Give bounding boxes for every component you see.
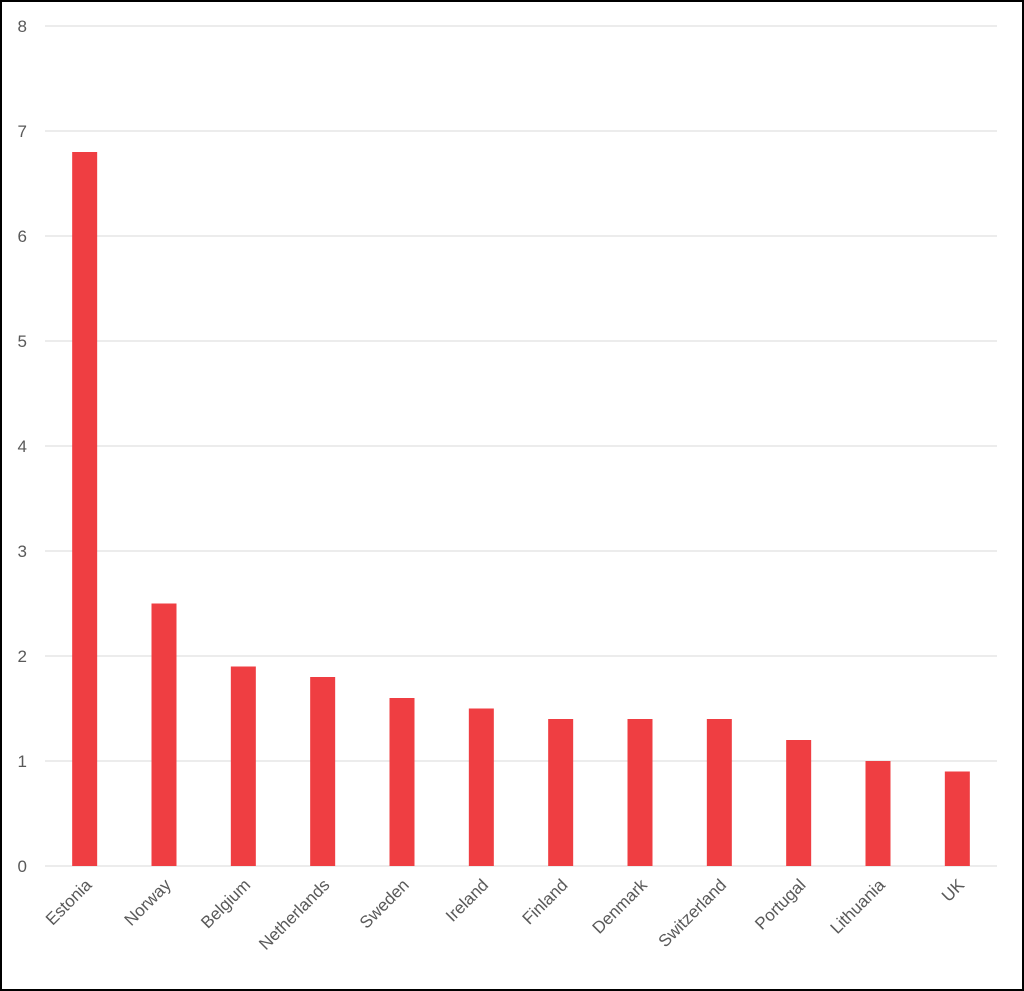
x-tick-label: Portugal: [751, 875, 809, 933]
y-tick-label: 3: [18, 542, 27, 561]
bar-finland: [548, 719, 574, 866]
bar-ireland: [468, 708, 494, 866]
y-tick-label: 7: [18, 122, 27, 141]
x-tick-label: Estonia: [42, 875, 96, 929]
bar-lithuania: [865, 761, 891, 866]
y-tick-label: 5: [18, 332, 27, 351]
x-tick-label: Belgium: [197, 875, 254, 932]
x-tick-label: Norway: [121, 875, 176, 930]
bar-sweden: [389, 698, 415, 866]
y-tick-label: 1: [18, 752, 27, 771]
x-axis-labels: Estonia Norway Belgium Netherlands Sweden Ire…: [42, 875, 969, 954]
y-tick-label: 8: [18, 17, 27, 36]
y-tick-label: 0: [18, 857, 27, 876]
bar-netherlands: [310, 677, 336, 866]
gridlines: [45, 25, 997, 867]
y-tick-label: 6: [18, 227, 27, 246]
x-tick-label: Denmark: [589, 875, 652, 938]
bar-switzerland: [706, 719, 732, 866]
bar-uk: [944, 771, 970, 866]
bar-estonia: [72, 152, 98, 866]
x-tick-label: Lithuania: [827, 875, 890, 938]
x-tick-label: Finland: [519, 875, 572, 928]
bar-belgium: [230, 666, 256, 866]
x-tick-label: Switzerland: [655, 875, 731, 951]
y-tick-label: 4: [18, 437, 27, 456]
bar-denmark: [627, 719, 653, 866]
x-tick-label: Netherlands: [255, 875, 333, 953]
y-axis-ticks: 0 1 2 3 4 5 6 7 8: [18, 17, 27, 876]
bars: [72, 152, 970, 866]
x-tick-label: Sweden: [356, 875, 413, 932]
y-tick-label: 2: [18, 647, 27, 666]
x-tick-label: UK: [938, 875, 969, 906]
bar-norway: [151, 603, 177, 866]
x-tick-label: Ireland: [442, 875, 492, 925]
bar-portugal: [786, 740, 812, 866]
